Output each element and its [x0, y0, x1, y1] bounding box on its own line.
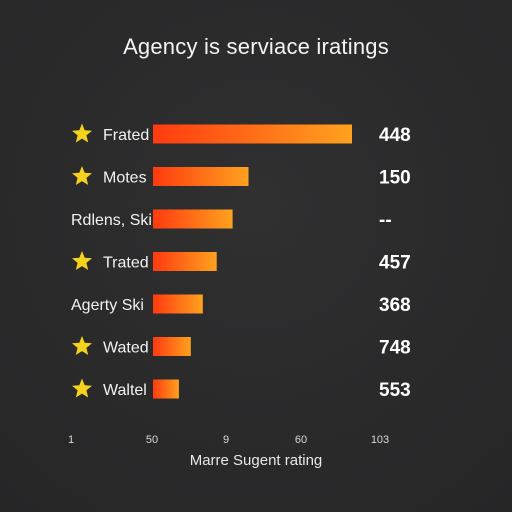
x-tick-label: 103: [371, 434, 389, 446]
bar: [153, 294, 203, 314]
category-label: Agerty Ski: [71, 297, 144, 314]
bar: [153, 252, 217, 271]
category-label: Rdlens, Ski: [71, 212, 152, 229]
value-label: 748: [379, 338, 411, 359]
x-axis-label: Marre Sugent rating: [189, 452, 323, 469]
chart-title: Agency is serviace iratings: [123, 34, 389, 59]
star-icon: [72, 123, 92, 143]
bar: [153, 124, 352, 144]
value-label: --: [379, 210, 392, 231]
bar: [153, 167, 249, 186]
star-icon: [72, 251, 92, 270]
value-label: 448: [379, 125, 411, 146]
category-label: Wated: [103, 340, 149, 357]
x-tick-label: 9: [223, 434, 229, 446]
bar: [153, 337, 191, 356]
bar: [153, 209, 233, 229]
x-tick-label: 50: [146, 434, 158, 446]
value-label: 457: [379, 253, 411, 274]
x-tick-label: 60: [295, 434, 307, 446]
category-label: Motes: [103, 170, 147, 187]
category-label: Waltel: [103, 382, 147, 399]
star-icon: [72, 336, 92, 355]
star-icon: [72, 378, 92, 398]
value-label: 368: [379, 295, 411, 316]
star-icon: [72, 166, 92, 185]
value-label: 553: [379, 380, 411, 401]
value-label: 150: [379, 168, 411, 189]
x-tick-label: 1: [68, 434, 74, 446]
bar: [153, 379, 179, 399]
category-label: Frated: [103, 127, 149, 144]
category-label: Trated: [103, 255, 149, 272]
